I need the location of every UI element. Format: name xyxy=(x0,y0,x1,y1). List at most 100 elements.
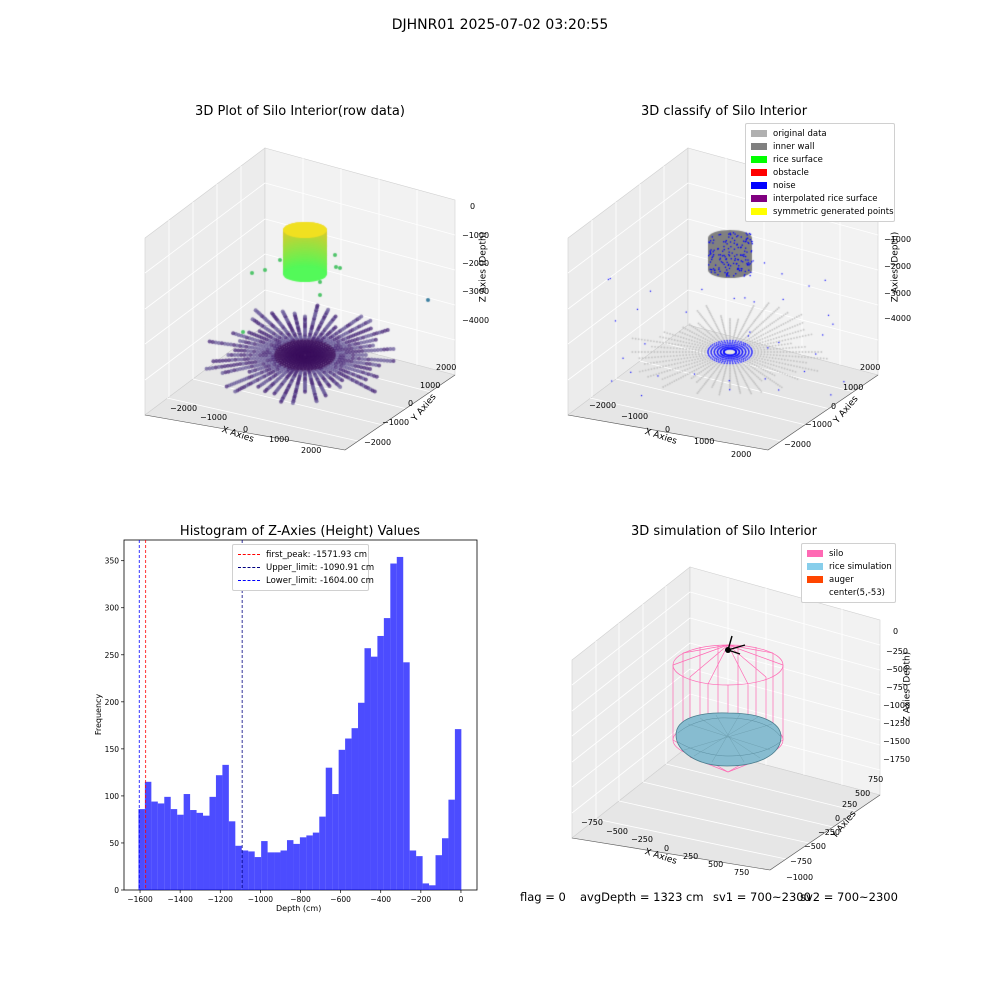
histogram-xtick-label: −200 xyxy=(411,895,432,904)
legend-label: interpolated rice surface xyxy=(773,193,878,204)
histogram-xlabel: Depth (cm) xyxy=(276,904,322,913)
histogram-bar xyxy=(319,816,326,890)
histogram-bar xyxy=(280,850,287,890)
histogram-bar xyxy=(261,841,268,890)
raw-ylabel: Y Axies xyxy=(409,392,439,424)
sim-xtick-1: −500 xyxy=(606,827,628,836)
legend-entry: rice surface xyxy=(751,153,889,166)
histogram-bar xyxy=(325,767,333,890)
raw-ztick-4: −4000 xyxy=(462,316,490,325)
histogram-ytick-label: 200 xyxy=(105,698,120,707)
raw-xlabel: X Axies xyxy=(220,425,255,445)
raw-ztick-3: −3000 xyxy=(462,287,490,296)
histogram-bar xyxy=(203,815,210,890)
histogram-bars xyxy=(138,556,462,890)
histogram-bar xyxy=(274,852,281,890)
legend-label: center(5,-53) xyxy=(829,587,885,598)
histogram-bar xyxy=(345,738,352,890)
legend-swatch xyxy=(238,580,260,581)
histogram-xtick-label: −600 xyxy=(330,895,351,904)
legend-label: noise xyxy=(773,180,796,191)
histogram-bar xyxy=(441,838,449,890)
histogram-bar xyxy=(454,729,462,890)
legend-swatch xyxy=(807,563,823,570)
raw-zlabel: Z Axies (Depth) xyxy=(478,231,489,303)
histogram-bar xyxy=(306,835,313,890)
cls-ytick-0: −2000 xyxy=(784,440,812,449)
legend-label: Lower_limit: -1604.00 cm xyxy=(266,575,374,586)
histogram-ytick-label: 350 xyxy=(105,557,120,566)
sim-ztick-4: −1000 xyxy=(883,701,911,710)
histogram-title: Histogram of Z-Axies (Height) Values xyxy=(179,524,421,539)
histogram-xtick-label: −1200 xyxy=(208,895,234,904)
legend-label: auger xyxy=(829,574,854,585)
raw-ztick-2: −2000 xyxy=(462,259,490,268)
legend-label: rice surface xyxy=(773,154,823,165)
histogram-bar xyxy=(358,702,365,890)
legend-entry: interpolated rice surface xyxy=(751,192,889,205)
legend-swatch xyxy=(807,576,823,583)
auger-marker xyxy=(725,635,746,655)
sim-xtick-4: 250 xyxy=(683,852,699,861)
sim-ytick-1: −750 xyxy=(790,857,812,866)
histogram-bar xyxy=(170,809,178,890)
legend-entry: symmetric generated points xyxy=(751,205,894,218)
rice-simulation-surface xyxy=(675,712,782,767)
sim-ztick-6: −1500 xyxy=(883,737,911,746)
histogram-bar xyxy=(351,728,359,890)
histogram-bar xyxy=(312,832,320,890)
legend-entry: rice simulation xyxy=(807,560,892,573)
sim-xtick-5: 500 xyxy=(708,860,724,869)
cls-xtick-4: 2000 xyxy=(731,450,752,459)
sim-ytick-2: −500 xyxy=(804,842,826,851)
histogram-bar xyxy=(151,801,158,890)
legend-label: obstacle xyxy=(773,167,809,178)
legend-swatch xyxy=(751,208,767,215)
raw-point-cloud xyxy=(140,140,460,460)
legend-entry: center(5,-53) xyxy=(807,586,890,599)
sim-ztick-1: −250 xyxy=(886,647,908,656)
histogram-bar xyxy=(248,851,255,890)
simulation-plot-title: 3D simulation of Silo Interior xyxy=(631,524,817,539)
histogram-bar xyxy=(409,850,417,890)
histogram-bar xyxy=(448,799,455,890)
histogram-x-ticks: −1600 −1400 −1200 −1000 −800 −600 −400 −200 0 xyxy=(127,890,464,904)
legend-entry: auger xyxy=(807,573,890,586)
histogram-bar xyxy=(299,837,307,890)
histogram-bar xyxy=(338,749,346,890)
legend-label: first_peak: -1571.93 cm xyxy=(266,549,368,560)
histogram-bar xyxy=(190,810,197,890)
legend-swatch xyxy=(751,130,767,137)
legend-label: Upper_limit: -1090.91 cm xyxy=(266,562,375,573)
histogram-ytick-label: 300 xyxy=(105,604,120,613)
histogram-ytick-label: 50 xyxy=(109,839,119,848)
sim-ytick-6: 500 xyxy=(855,789,871,798)
status-flag: flag = 0 xyxy=(520,890,566,904)
legend-swatch xyxy=(807,550,823,557)
simulation-legend: silo rice simulation auger center(5,-53) xyxy=(801,543,896,603)
histogram-bar xyxy=(228,821,236,890)
legend-swatch xyxy=(751,195,767,202)
cls-xtick-1: −1000 xyxy=(621,412,649,421)
histogram-legend: first_peak: -1571.93 cm Upper_limit: -109… xyxy=(232,544,374,591)
histogram-xtick-label: −1600 xyxy=(127,895,153,904)
histogram-ytick-label: 250 xyxy=(105,651,120,660)
histogram-reference-lines xyxy=(138,540,243,890)
cls-xtick-3: 1000 xyxy=(694,437,715,446)
raw-xtick-2: 0 xyxy=(243,425,249,434)
cls-ztick-2: −3000 xyxy=(884,289,912,298)
histogram-bar xyxy=(435,855,442,890)
histogram-xtick-label: −800 xyxy=(290,895,311,904)
cls-xtick-2: 0 xyxy=(665,425,671,434)
legend-swatch xyxy=(238,567,260,568)
histogram-xtick-label: 0 xyxy=(459,895,464,904)
histogram-bar xyxy=(422,883,430,890)
cls-ytick-3: 1000 xyxy=(843,383,864,392)
cls-ytick-1: −1000 xyxy=(805,420,833,429)
status-avg-depth: avgDepth = 1323 cm xyxy=(580,890,704,904)
legend-label: symmetric generated points xyxy=(773,206,894,217)
histogram-bar xyxy=(364,648,371,890)
sim-xtick-0: −750 xyxy=(581,818,603,827)
raw-ztick-0: 0 xyxy=(470,202,476,211)
cls-ztick-3: −4000 xyxy=(884,314,912,323)
